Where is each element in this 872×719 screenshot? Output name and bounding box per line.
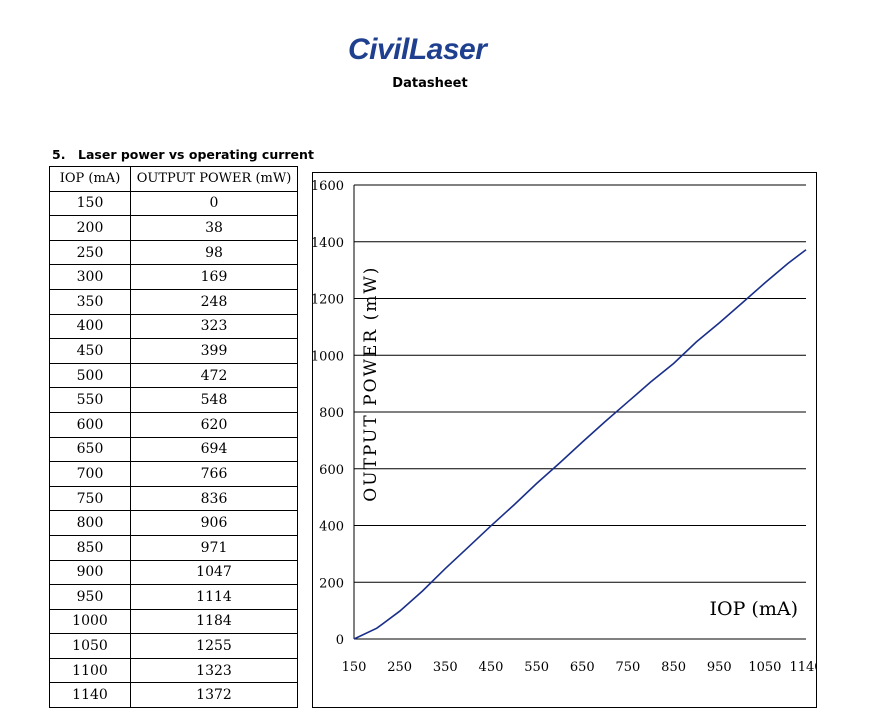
table-row: 1140 1372 xyxy=(49,682,298,709)
cell-output-power: 971 xyxy=(130,534,298,561)
y-tick-label: 0 xyxy=(336,633,344,648)
y-axis-label: OUTPUT POWER (mW) xyxy=(361,266,381,502)
cell-output-power: 1372 xyxy=(130,682,298,709)
cell-output-power: 323 xyxy=(130,313,298,340)
table-row: 750 836 xyxy=(49,485,298,512)
x-tick-label: 650 xyxy=(570,660,595,675)
y-tick-label: 1400 xyxy=(312,236,344,251)
y-tick-label: 200 xyxy=(319,576,344,591)
company-logo: CivilLaser xyxy=(348,30,523,70)
cell-output-power: 906 xyxy=(130,510,298,536)
cell-iop: 400 xyxy=(49,313,131,340)
table-row: 200 38 xyxy=(49,215,298,241)
y-tick-label: 1200 xyxy=(312,293,344,308)
cell-iop: 550 xyxy=(49,387,131,413)
table-row: 450 399 xyxy=(49,338,298,364)
cell-iop: 1100 xyxy=(49,657,131,684)
cell-output-power: 1184 xyxy=(130,608,298,635)
x-tick-label: 450 xyxy=(479,660,504,675)
series-line xyxy=(353,249,807,640)
y-tick-label: 1000 xyxy=(312,349,344,364)
cell-output-power: 248 xyxy=(130,288,298,315)
cell-output-power: 694 xyxy=(130,436,298,463)
x-tick-label: 750 xyxy=(616,660,641,675)
y-tick-label: 1600 xyxy=(312,179,344,194)
y-tick-label: 600 xyxy=(319,463,344,478)
cell-iop: 300 xyxy=(49,264,131,290)
data-table: IOP (mA) OUTPUT POWER (mW) 150 0 200 38 250 9… xyxy=(49,166,298,709)
chart-frame xyxy=(312,172,817,708)
y-tick-label: 400 xyxy=(319,520,344,535)
x-tick-label: 1140 xyxy=(789,660,817,675)
x-tick-label: 550 xyxy=(524,660,549,675)
x-axis-label: IOP (mA) xyxy=(710,598,798,620)
cell-output-power: 1114 xyxy=(130,584,298,610)
cell-iop: 250 xyxy=(49,239,131,266)
table-row: 650 694 xyxy=(49,436,298,463)
column-header-iop: IOP (mA) xyxy=(49,166,131,192)
x-tick-label: 150 xyxy=(342,660,367,675)
x-tick-label: 950 xyxy=(707,660,732,675)
section-number: 5. xyxy=(52,147,66,162)
power-vs-current-chart: 0 200 400 600 800 1000 1200 1400 1600 150 250 350 45… xyxy=(312,179,817,675)
cell-iop: 200 xyxy=(49,215,131,241)
cell-iop: 500 xyxy=(49,362,131,389)
cell-iop: 650 xyxy=(49,436,131,463)
table-row: 400 323 xyxy=(49,313,298,340)
document-title: Datasheet xyxy=(392,76,468,91)
cell-output-power: 1255 xyxy=(130,633,298,659)
cell-iop: 900 xyxy=(49,559,131,586)
table-row: 1000 1184 xyxy=(49,608,298,635)
x-tick-label: 850 xyxy=(661,660,686,675)
table-row: 250 98 xyxy=(49,239,298,266)
cell-iop: 700 xyxy=(49,461,131,487)
cell-iop: 450 xyxy=(49,338,131,364)
table-row: 500 472 xyxy=(49,362,298,389)
cell-iop: 150 xyxy=(49,190,131,217)
table-row: 900 1047 xyxy=(49,559,298,586)
cell-output-power: 1047 xyxy=(130,559,298,586)
cell-iop: 950 xyxy=(49,584,131,610)
cell-iop: 1000 xyxy=(49,608,131,635)
cell-output-power: 0 xyxy=(130,190,298,217)
cell-output-power: 620 xyxy=(130,411,298,438)
cell-iop: 350 xyxy=(49,288,131,315)
cell-iop: 850 xyxy=(49,534,131,561)
x-tick-label: 250 xyxy=(387,660,412,675)
cell-output-power: 98 xyxy=(130,239,298,266)
table-row: 1050 1255 xyxy=(49,633,298,659)
cell-iop: 750 xyxy=(49,485,131,512)
cell-output-power: 548 xyxy=(130,387,298,413)
x-tick-label: 1050 xyxy=(748,660,781,675)
cell-iop: 1140 xyxy=(49,682,131,709)
table-row: 1100 1323 xyxy=(49,657,298,684)
table-row: 600 620 xyxy=(49,411,298,438)
cell-output-power: 38 xyxy=(130,215,298,241)
section-title: Laser power vs operating current xyxy=(78,147,314,162)
y-tick-label: 800 xyxy=(319,406,344,421)
cell-output-power: 399 xyxy=(130,338,298,364)
section-heading: 5. Laser power vs operating current xyxy=(52,147,314,162)
x-tick-label: 350 xyxy=(433,660,458,675)
table-row: 550 548 xyxy=(49,387,298,413)
cell-output-power: 1323 xyxy=(130,657,298,684)
cell-iop: 600 xyxy=(49,411,131,438)
table-row: 350 248 xyxy=(49,288,298,315)
table-row: 850 971 xyxy=(49,534,298,561)
cell-output-power: 766 xyxy=(130,461,298,487)
cell-output-power: 472 xyxy=(130,362,298,389)
cell-iop: 1050 xyxy=(49,633,131,659)
table-row: 150 0 xyxy=(49,190,298,217)
logo-text: CivilLaser xyxy=(348,33,487,66)
cell-output-power: 169 xyxy=(130,264,298,290)
table-row: 700 766 xyxy=(49,461,298,487)
cell-iop: 800 xyxy=(49,510,131,536)
table-header-row: IOP (mA) OUTPUT POWER (mW) xyxy=(49,166,298,192)
table-row: 300 169 xyxy=(49,264,298,290)
table-row: 950 1114 xyxy=(49,584,298,610)
column-header-output-power: OUTPUT POWER (mW) xyxy=(130,166,298,192)
table-row: 800 906 xyxy=(49,510,298,536)
cell-output-power: 836 xyxy=(130,485,298,512)
